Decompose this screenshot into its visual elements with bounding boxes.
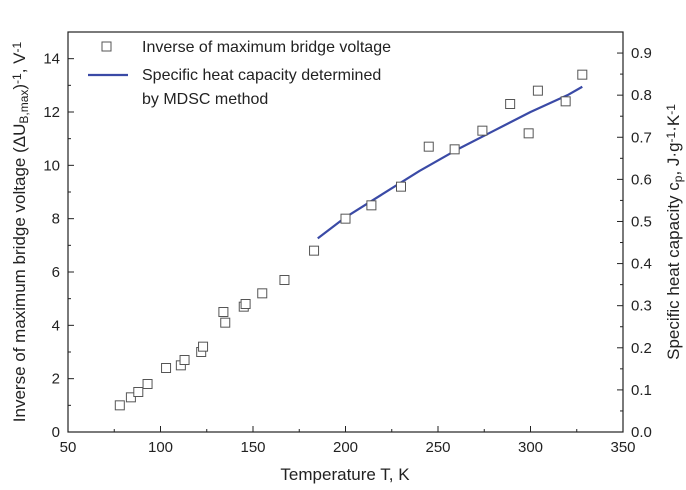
x-tick-label: 50 bbox=[60, 439, 77, 456]
scatter-point bbox=[560, 96, 571, 107]
specific-heat-line-series bbox=[317, 85, 583, 240]
scatter-point bbox=[161, 363, 172, 373]
scatter-point bbox=[133, 387, 144, 397]
left-y-axis-title: Inverse of maximum bridge voltage (ΔUB,m… bbox=[10, 41, 31, 422]
scatter-point bbox=[505, 99, 516, 109]
legend-line-label-line2: by MDSC method bbox=[142, 91, 268, 108]
x-tick-label: 200 bbox=[333, 439, 358, 456]
inverse-voltage-scatter-series bbox=[114, 69, 588, 411]
scatter-point bbox=[257, 288, 268, 299]
x-tick-label: 300 bbox=[518, 439, 543, 456]
right-y-axis-title: Specific heat capacity cp, J·g-1·K-1 bbox=[664, 104, 685, 360]
left-y-tick-label: 8 bbox=[52, 211, 60, 228]
left-y-axis-ticks: 0 2 4 6 8 10 12 14 bbox=[43, 51, 74, 441]
scatter-point bbox=[340, 213, 351, 224]
x-tick-label: 150 bbox=[240, 439, 265, 456]
right-y-tick-label: 0.5 bbox=[631, 213, 652, 230]
x-axis-title: Temperature T, K bbox=[280, 465, 410, 484]
right-y-tick-label: 0.2 bbox=[631, 340, 652, 357]
legend-scatter-marker bbox=[101, 41, 112, 52]
scatter-point bbox=[220, 317, 231, 328]
scatter-point bbox=[198, 341, 209, 352]
scatter-point bbox=[179, 355, 190, 365]
right-y-tick-label: 0.7 bbox=[631, 129, 652, 146]
scatter-point bbox=[240, 299, 251, 309]
x-tick-label: 350 bbox=[610, 439, 635, 456]
left-y-tick-label: 10 bbox=[43, 157, 60, 174]
x-tick-label: 100 bbox=[148, 439, 173, 456]
scatter-point bbox=[577, 69, 588, 80]
right-y-tick-label: 0.4 bbox=[631, 256, 652, 273]
scatter-point bbox=[142, 379, 153, 389]
left-y-tick-label: 6 bbox=[52, 264, 60, 281]
scatter-point bbox=[449, 144, 460, 155]
scatter-point bbox=[218, 307, 229, 317]
right-y-tick-label: 0.8 bbox=[631, 87, 652, 104]
scatter-point bbox=[396, 181, 406, 192]
right-y-tick-label: 0.6 bbox=[631, 171, 652, 188]
right-y-tick-label: 0.0 bbox=[631, 424, 652, 441]
scatter-point bbox=[477, 125, 488, 136]
left-y-tick-label: 2 bbox=[52, 371, 60, 388]
scatter-point bbox=[309, 245, 320, 256]
scatter-point bbox=[114, 400, 125, 411]
legend-scatter-label: Inverse of maximum bridge voltage bbox=[142, 39, 391, 56]
left-y-tick-label: 14 bbox=[43, 51, 60, 68]
scatter-point bbox=[532, 85, 543, 96]
legend-line-label-line1: Specific heat capacity determined bbox=[142, 67, 381, 84]
left-y-tick-label: 12 bbox=[43, 104, 60, 121]
right-y-tick-label: 0.3 bbox=[631, 298, 652, 315]
scatter-point bbox=[523, 128, 534, 139]
left-y-tick-label: 0 bbox=[52, 424, 60, 441]
scatter-point bbox=[279, 275, 290, 285]
legend: Inverse of maximum bridge voltage Specif… bbox=[88, 39, 391, 108]
scatter-point bbox=[366, 200, 377, 211]
right-y-tick-label: 0.1 bbox=[631, 382, 652, 399]
x-axis-ticks: 50 100 150 200 250 300 350 bbox=[60, 426, 636, 456]
x-tick-label: 250 bbox=[425, 439, 450, 456]
left-y-tick-label: 4 bbox=[52, 317, 60, 334]
scatter-point bbox=[423, 141, 434, 152]
specific-heat-curve bbox=[317, 85, 583, 240]
scatter-point bbox=[125, 392, 136, 403]
right-y-axis-ticks: 0.0 0.1 0.2 0.3 0.4 0.5 0.6 0.7 0.8 0.9 bbox=[617, 45, 652, 441]
right-y-tick-label: 0.9 bbox=[631, 45, 652, 62]
